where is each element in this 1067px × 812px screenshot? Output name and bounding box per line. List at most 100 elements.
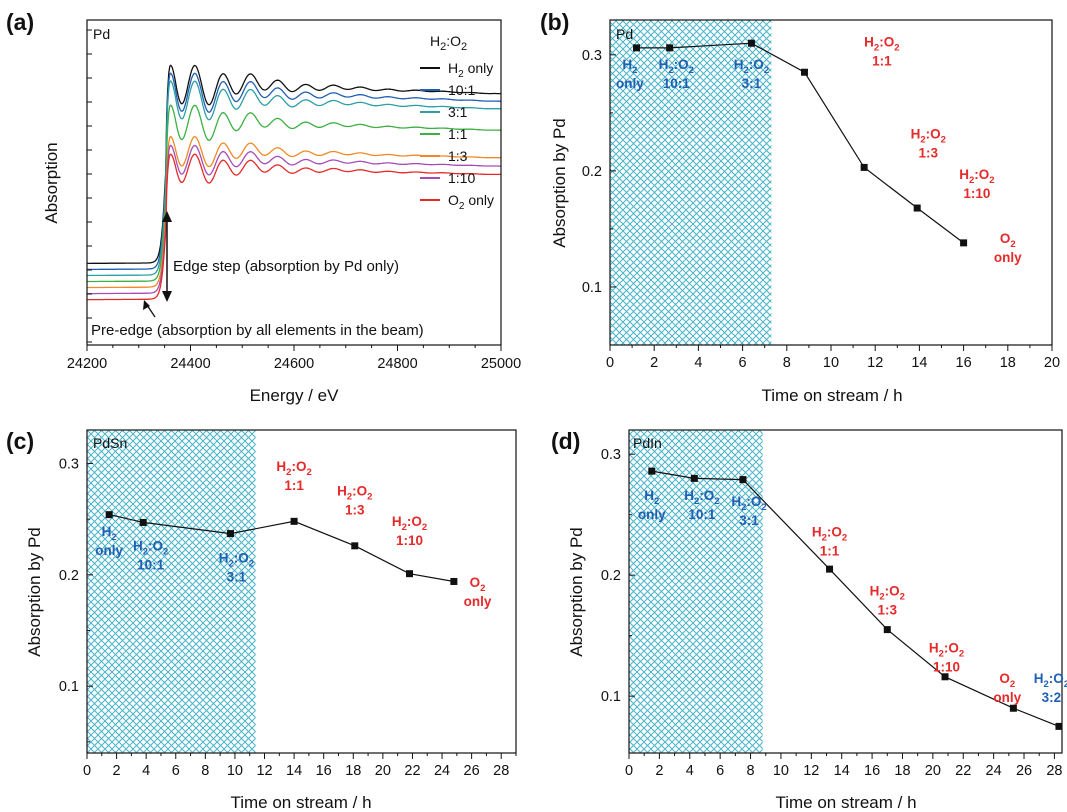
panel-d-letter: (d) (551, 428, 580, 454)
panel-d-plot: 0 2 4 6 8 10 12 14 16 18 20 22 24 26 280.10.20.3H2only… (601, 429, 1067, 779)
x-tick-label: 24800 (377, 356, 417, 372)
legend-label-4: 1:3 (448, 148, 468, 164)
condition-value-6: only (993, 690, 1021, 705)
panel-c-sample-label: PdSn (93, 435, 127, 451)
x-tick-label: 12 (867, 355, 883, 371)
condition-value-3: 1:1 (820, 543, 840, 558)
x-tick-label: 8 (783, 355, 791, 371)
y-tick-label: 0.1 (582, 280, 602, 296)
condition-value-2: 3:1 (227, 570, 247, 585)
series-line-2 (87, 80, 501, 277)
panel-d: (d) 0 2 4 6 8 10 12 14 16 18 20 22 24 26 280.10.20.3H2… (551, 428, 1067, 812)
condition-label-5: H2:O2 (392, 514, 427, 533)
panel-c-plot: 0 2 4 6 8 10 12 14 16 18 20 22 24 26 280.10.20.3H2only… (59, 429, 517, 779)
panel-c-letter: (c) (6, 428, 34, 454)
y-tick-label: 0.3 (59, 456, 79, 472)
condition-value-1: 10:1 (137, 557, 165, 572)
y-tick-label: 0.1 (601, 689, 621, 705)
x-tick-label: 22 (404, 763, 420, 779)
legend-items: H2 only 10:1 3:1 1:1 1:3 1:10 O2 only (420, 60, 494, 212)
condition-label-4: H2:O2 (911, 126, 946, 145)
condition-label-7: H2:O2 (1034, 671, 1067, 690)
edge-step-label: Edge step (absorption by Pd only) (173, 258, 399, 275)
legend-title: H2:O2 (430, 33, 467, 53)
x-tick-label: 10 (227, 763, 243, 779)
x-tick-label: 24 (434, 763, 450, 779)
condition-label-6: O2 (999, 671, 1015, 690)
condition-value-5: 1:10 (933, 660, 960, 675)
condition-value-0: only (95, 543, 123, 558)
x-tick-label: 18 (894, 763, 910, 779)
condition-label-6: O2 (470, 575, 486, 594)
condition-label-5: H2:O2 (929, 641, 964, 660)
condition-value-5: 1:10 (396, 533, 423, 548)
x-tick-label: 24400 (170, 356, 210, 372)
data-point (648, 467, 656, 475)
x-tick-label: 6 (739, 355, 747, 371)
panel-b-x-axis-title: Time on stream / h (761, 386, 902, 405)
panel-a-x-ticks: 24200 24400 24600 24800 25000 (67, 29, 521, 372)
data-point (883, 626, 891, 634)
legend-label-1: 10:1 (448, 82, 475, 98)
condition-label-0: H2 (622, 57, 637, 76)
panel-c-y-axis-title: Absorption by Pd (25, 527, 44, 656)
x-tick-label: 16 (956, 355, 972, 371)
y-tick-label: 0.3 (582, 48, 602, 64)
hatched-region (610, 20, 772, 345)
x-tick-label: 24600 (274, 356, 314, 372)
plot-frame (628, 429, 1063, 754)
x-tick-label: 8 (201, 763, 209, 779)
condition-label-3: H2:O2 (276, 459, 311, 478)
panel-b: (b) 0 2 4 6 8 10 12 14 16 18 200.10.20.3H2onlyH2:O… (540, 9, 1060, 405)
x-tick-label: 4 (142, 763, 150, 779)
x-tick-label: 2 (650, 355, 658, 371)
x-tick-label: 10 (823, 355, 839, 371)
data-point (913, 204, 921, 212)
condition-label-1: H2:O2 (659, 57, 694, 76)
y-tick-label: 0.3 (601, 447, 621, 463)
series-line-0 (87, 64, 502, 265)
x-tick-label: 28 (1046, 763, 1062, 779)
panel-b-plot: 0 2 4 6 8 10 12 14 16 18 200.10.20.3H2onlyH2:O210:… (582, 19, 1060, 371)
condition-label-5: H2:O2 (959, 167, 994, 186)
condition-value-6: only (994, 250, 1022, 265)
condition-value-3: 1:1 (872, 54, 892, 69)
x-tick-label: 6 (172, 763, 180, 779)
panel-a-x-axis-title: Energy / eV (250, 386, 339, 405)
x-tick-label: 0 (625, 763, 633, 779)
data-point (450, 577, 458, 585)
x-tick-label: 20 (375, 763, 391, 779)
x-tick-label: 8 (747, 763, 755, 779)
x-tick-label: 20 (925, 763, 941, 779)
panel-a-legend: H2:O2 H2 only 10:1 3:1 1:1 1:3 1:10 O2 only (420, 33, 494, 212)
x-tick-label: 12 (803, 763, 819, 779)
series-line-3 (87, 104, 501, 283)
x-tick-label: 10 (773, 763, 789, 779)
series-line-1 (87, 72, 502, 271)
x-tick-label: 28 (493, 763, 509, 779)
condition-label-6: O2 (1000, 231, 1016, 250)
condition-value-1: 10:1 (663, 76, 691, 91)
series-line-6 (86, 153, 502, 301)
x-tick-label: 6 (716, 763, 724, 779)
condition-value-1: 10:1 (688, 507, 716, 522)
legend-label-2: 3:1 (448, 104, 468, 120)
panel-b-y-axis-title: Absorption by Pd (550, 118, 569, 247)
series-line-5 (87, 144, 501, 295)
legend-label-6: O2 only (448, 192, 494, 212)
legend-label-3: 1:1 (448, 126, 468, 142)
x-tick-label: 22 (955, 763, 971, 779)
x-tick-label: 0 (606, 355, 614, 371)
data-line (651, 470, 1060, 727)
y-tick-label: 0.2 (601, 568, 621, 584)
panel-d-sample-label: PdIn (633, 435, 662, 451)
data-point (941, 673, 949, 681)
y-tick-label: 0.2 (582, 164, 602, 180)
condition-label-4: H2:O2 (870, 584, 905, 603)
condition-value-2: 3:1 (739, 513, 759, 528)
hatched-region (87, 430, 256, 753)
pre-edge-label: Pre-edge (absorption by all elements in … (91, 322, 424, 339)
condition-label-3: H2:O2 (812, 524, 847, 543)
data-point (226, 530, 234, 538)
data-point (351, 542, 359, 550)
